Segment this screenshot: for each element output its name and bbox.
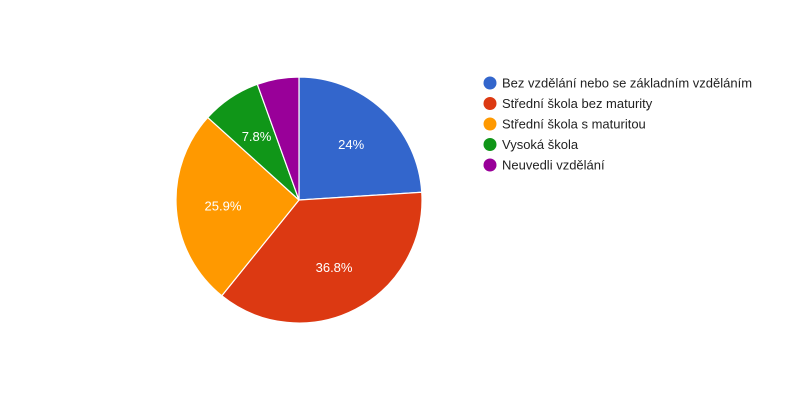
pie-slice-stredni-skola-bez-maturity[interactable] xyxy=(220,191,423,324)
legend-label: Vysoká škola xyxy=(502,137,579,152)
legend-label: Střední škola bez maturity xyxy=(502,96,653,111)
pie-slice-stredni-skola-s-maturitou[interactable] xyxy=(175,116,300,297)
legend-item-bez-vzdelani-nebo-se-zakladnim-vzdelanim[interactable]: Bez vzdělání nebo se základním vzděláním xyxy=(483,76,753,91)
legend-label: Bez vzdělání nebo se základním vzděláním xyxy=(502,76,752,91)
pie-slice-neuvedli-vzdelani[interactable] xyxy=(256,76,300,201)
legend-swatch xyxy=(483,158,497,172)
data-label-stredni-skola-s-maturitou: 25.9% xyxy=(205,198,242,213)
legend-item-vysoka-skola[interactable]: Vysoká škola xyxy=(483,137,579,152)
data-label-stredni-skola-bez-maturity: 36.8% xyxy=(316,260,353,275)
pie-slices xyxy=(175,76,423,324)
legend-item-stredni-skola-s-maturitou[interactable]: Střední škola s maturitou xyxy=(483,117,646,132)
legend-item-stredni-skola-bez-maturity[interactable]: Střední škola bez maturity xyxy=(483,96,653,111)
pie-slice-bez-vzdelani-nebo-se-zakladnim-vzdelanim[interactable] xyxy=(298,76,423,201)
legend-label: Neuvedli vzdělání xyxy=(502,158,605,173)
slice-labels: 24% 36.8% 25.9% 7.8% xyxy=(205,129,365,275)
legend-swatch xyxy=(483,117,497,131)
legend-label: Střední škola s maturitou xyxy=(502,117,646,132)
legend-item-neuvedli-vzdelani[interactable]: Neuvedli vzdělání xyxy=(483,158,606,173)
legend-swatch xyxy=(483,76,497,90)
data-label-bez-vzdelani-nebo-se-zakladnim-vzdelanim: 24% xyxy=(338,137,364,152)
legend-swatch xyxy=(483,138,497,151)
data-label-vysoka-skola: 7.8% xyxy=(242,129,272,144)
legend-swatch xyxy=(483,97,497,110)
legend: Bez vzdělání nebo se základním vzděláním… xyxy=(483,76,753,173)
